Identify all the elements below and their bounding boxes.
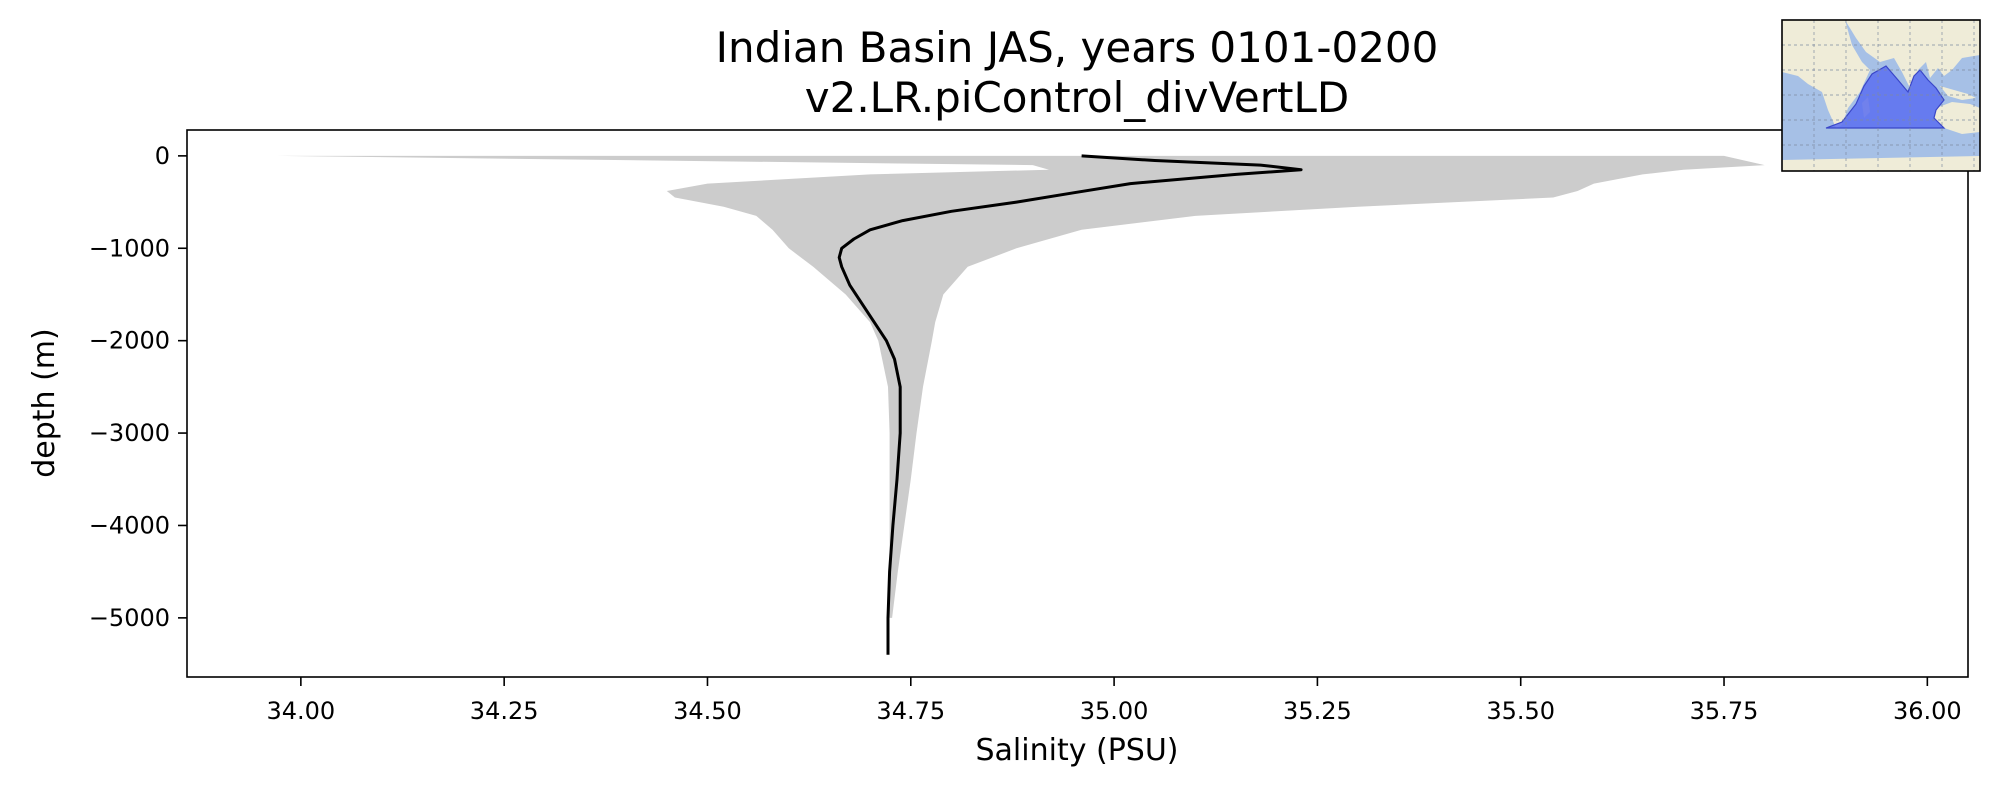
- x-tick-label: 35.50: [1486, 697, 1555, 725]
- x-tick-label: 34.00: [266, 697, 335, 725]
- map-land-indonesia: [1940, 86, 1976, 100]
- x-tick-label: 34.50: [673, 697, 742, 725]
- map-land-africa: [1782, 20, 1870, 128]
- chart-title: Indian Basin JAS, years 0101-0200: [716, 23, 1439, 72]
- salinity-profile-line: [837, 154, 1303, 655]
- y-tick-label: 0: [155, 142, 170, 170]
- x-tick-label: 36.00: [1893, 697, 1962, 725]
- y-axis-label: depth (m): [27, 328, 62, 478]
- region-map-inset: [1781, 19, 1981, 172]
- axes-frame: [186, 129, 1969, 678]
- x-tick-label: 35.25: [1283, 697, 1352, 725]
- x-tick-label: 35.00: [1080, 697, 1149, 725]
- chart-subtitle: v2.LR.piControl_divVertLD: [805, 73, 1349, 122]
- map-frame: [1781, 19, 1981, 172]
- x-axis-label: Salinity (PSU): [976, 733, 1179, 768]
- y-axis-ticks: 0 −1000 −2000 −3000 −4000 −5000: [89, 142, 187, 632]
- x-tick-label: 34.75: [876, 697, 945, 725]
- x-tick-label: 34.25: [470, 697, 539, 725]
- map-land-antarctica: [1782, 156, 1980, 171]
- y-tick-label: −1000: [89, 234, 170, 262]
- map-indian-basin-region: [1825, 65, 1946, 129]
- map-land-australia: [1934, 102, 1980, 134]
- plot-area: [276, 154, 1765, 655]
- x-axis-ticks: 34.00 34.25 34.50 34.75 35.00 35.25 35.50 35.75…: [266, 677, 1962, 725]
- salinity-range-band: [276, 155, 1765, 618]
- map-land-asia: [1845, 20, 1980, 88]
- map-graticule: [1782, 20, 1980, 171]
- y-tick-label: −5000: [89, 604, 170, 632]
- y-tick-label: −2000: [89, 327, 170, 355]
- x-tick-label: 35.75: [1690, 697, 1759, 725]
- y-tick-label: −4000: [89, 511, 170, 539]
- y-tick-label: −3000: [89, 419, 170, 447]
